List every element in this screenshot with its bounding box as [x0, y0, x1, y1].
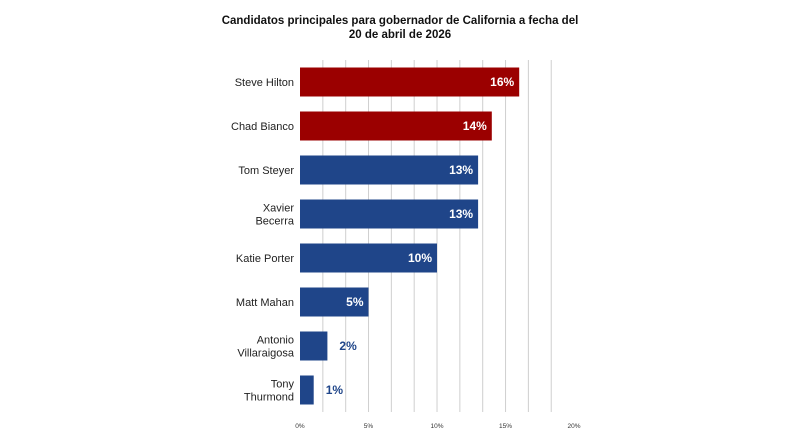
data-label: 1% [326, 383, 344, 397]
bar [300, 375, 314, 405]
category-label: Antonio Villaraigosa [237, 335, 295, 360]
data-label: 13% [449, 163, 473, 177]
chart-title: Candidatos principales para gobernador d… [200, 14, 600, 42]
bar [300, 111, 492, 141]
chart-title-line-2: 20 de abril de 2026 [348, 29, 452, 41]
category-label-line: Villaraigosa [237, 348, 295, 360]
category-label: Matt Mahan [236, 297, 294, 309]
category-label-line: Becerra [255, 216, 294, 228]
bar [300, 331, 328, 361]
category-label-line: Matt Mahan [236, 297, 294, 309]
x-tick-label: 10% [430, 423, 443, 430]
bar [300, 67, 520, 97]
x-tick-label: 0% [295, 423, 305, 430]
category-label-line: Steve Hilton [235, 77, 294, 89]
bar [300, 199, 479, 229]
category-label-line: Thurmond [244, 392, 294, 404]
data-label: 14% [463, 119, 487, 133]
data-label: 16% [490, 75, 514, 89]
category-label-line: Tony [271, 379, 295, 391]
x-tick-label: 20% [567, 423, 580, 430]
category-label-line: Tom Steyer [238, 165, 294, 177]
category-label: Tony Thurmond [244, 379, 295, 404]
bar [300, 155, 479, 185]
category-label: Tom Steyer [238, 165, 294, 177]
category-label-line: Chad Bianco [231, 121, 294, 133]
category-label: Steve Hilton [235, 77, 294, 89]
bar [300, 287, 369, 317]
data-label: 5% [346, 295, 364, 309]
category-label: Chad Bianco [231, 121, 294, 133]
category-label: Xavier Becerra [255, 203, 294, 228]
data-label: 10% [408, 251, 432, 265]
category-label-line: Antonio [257, 335, 294, 347]
category-label: Katie Porter [236, 253, 294, 265]
category-label-line: Katie Porter [236, 253, 294, 265]
x-tick-label: 5% [364, 423, 374, 430]
x-tick-label: 15% [499, 423, 512, 430]
data-label: 13% [449, 207, 473, 221]
category-label-line: Xavier [263, 203, 295, 215]
chart-title-line-1: Candidatos principales para gobernador d… [221, 15, 579, 27]
data-label: 2% [339, 339, 357, 353]
bar [300, 243, 437, 273]
